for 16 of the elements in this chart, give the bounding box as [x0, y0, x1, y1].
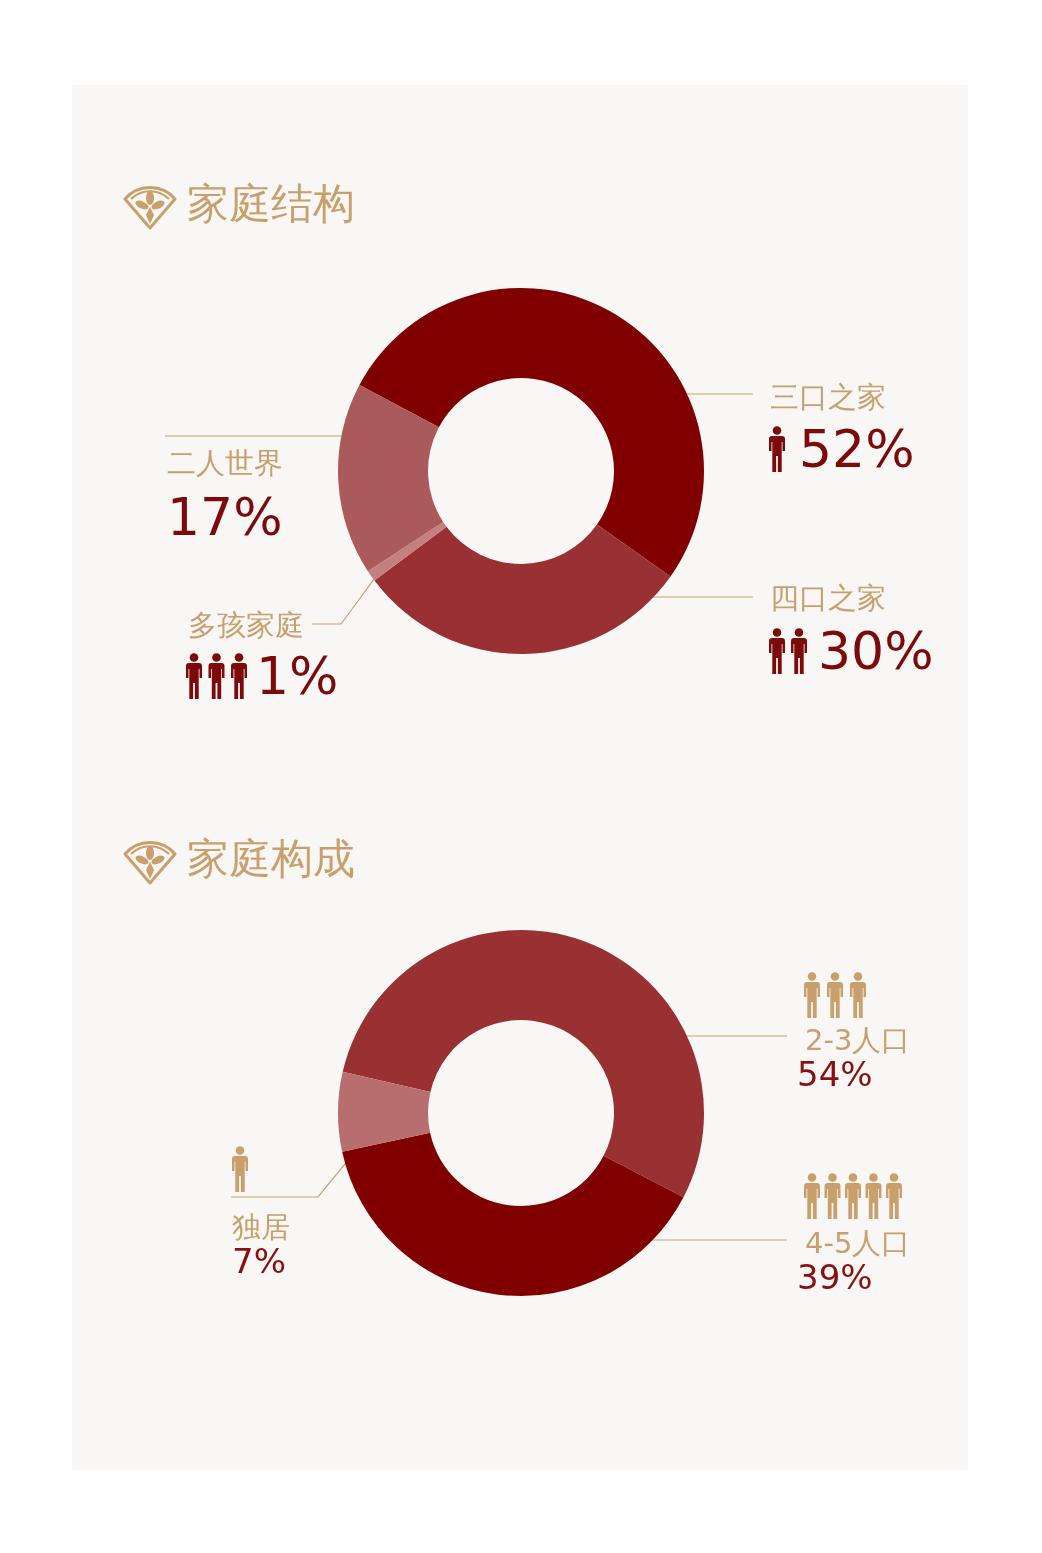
chart-title: 家庭构成 [187, 834, 355, 883]
slice-label: 多孩家庭 [188, 608, 304, 642]
slice-label: 2-3人口 [805, 1023, 911, 1057]
data-label: 54% [797, 1054, 873, 1094]
slice-label: 独居 [232, 1210, 290, 1244]
data-label: 17% [167, 487, 283, 547]
chart-title: 家庭结构 [187, 179, 355, 228]
data-label: 30% [818, 621, 934, 681]
data-label: 52% [799, 419, 915, 479]
data-label: 39% [797, 1257, 873, 1297]
data-label: 7% [232, 1241, 286, 1281]
slice-label: 四口之家 [770, 581, 886, 615]
slice-label: 三口之家 [770, 380, 886, 414]
data-label: 1% [256, 646, 339, 706]
slice-label: 二人世界 [167, 446, 283, 480]
slice-label: 4-5人口 [805, 1226, 911, 1260]
